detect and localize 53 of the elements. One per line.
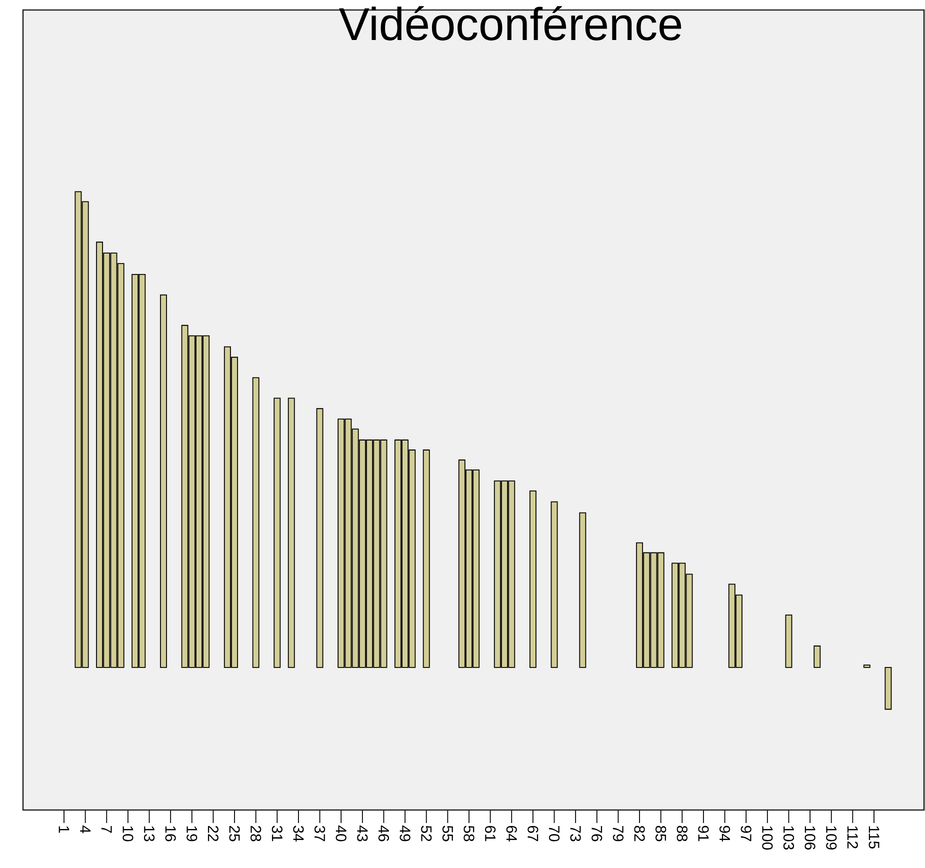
x-tick-label: 73 xyxy=(570,826,581,842)
bar xyxy=(422,450,430,668)
x-tick-label: 58 xyxy=(464,826,474,842)
bar xyxy=(160,294,167,668)
x-tick-label: 16 xyxy=(165,826,176,842)
x-tick-label: 19 xyxy=(186,826,198,842)
bar xyxy=(252,377,260,668)
x-tick-label: 88 xyxy=(676,826,688,842)
x-tick-label: 55 xyxy=(442,826,453,842)
x-tick-label: 61 xyxy=(485,826,496,842)
bar xyxy=(274,398,281,668)
x-tick-label: 37 xyxy=(314,826,326,842)
bar xyxy=(785,614,792,668)
bar xyxy=(316,408,324,668)
x-tick-label: 52 xyxy=(421,826,432,842)
x-tick-label: 97 xyxy=(740,826,752,842)
x-tick-label: 76 xyxy=(592,826,602,842)
x-tick-label: 49 xyxy=(400,826,410,842)
x-tick-label: 4 xyxy=(80,826,90,834)
x-tick-label: 28 xyxy=(250,826,262,842)
x-tick-label: 112 xyxy=(847,826,858,848)
x-tick-label: 1 xyxy=(58,826,70,833)
bar xyxy=(863,664,870,668)
x-tick-label: 31 xyxy=(272,826,282,842)
x-tick-label: 7 xyxy=(101,826,112,833)
bar xyxy=(288,398,295,668)
x-tick-label: 40 xyxy=(336,826,346,842)
bar xyxy=(579,512,586,668)
x-tick-label: 43 xyxy=(357,826,368,842)
x-tick-label: 67 xyxy=(528,826,538,842)
x-tick-label: 22 xyxy=(208,826,218,842)
x-tick-label: 70 xyxy=(548,826,560,842)
x-tick-label: 115 xyxy=(868,826,880,848)
x-tick-label: 34 xyxy=(293,826,304,842)
bar xyxy=(814,646,821,668)
x-tick-label: 109 xyxy=(826,826,837,850)
x-tick-label: 46 xyxy=(378,826,390,842)
x-tick-label: 85 xyxy=(656,826,666,842)
chart-title: Vidéoconférence xyxy=(339,6,682,40)
x-tick-label: 25 xyxy=(229,826,240,842)
x-tick-label: 100 xyxy=(762,826,773,850)
x-tick-label: 103 xyxy=(783,826,794,850)
x-tick-label: 94 xyxy=(719,826,730,842)
bar xyxy=(550,501,558,668)
x-tick-label: 13 xyxy=(144,826,155,842)
bar xyxy=(884,666,892,710)
x-tick-label: 64 xyxy=(506,826,517,842)
x-tick-label: 91 xyxy=(698,826,709,842)
bar xyxy=(529,490,536,668)
x-tick-label: 10 xyxy=(122,826,134,842)
x-tick-label: 82 xyxy=(634,826,645,842)
x-tick-label: 79 xyxy=(612,826,624,842)
x-tick-label: 106 xyxy=(804,826,816,850)
